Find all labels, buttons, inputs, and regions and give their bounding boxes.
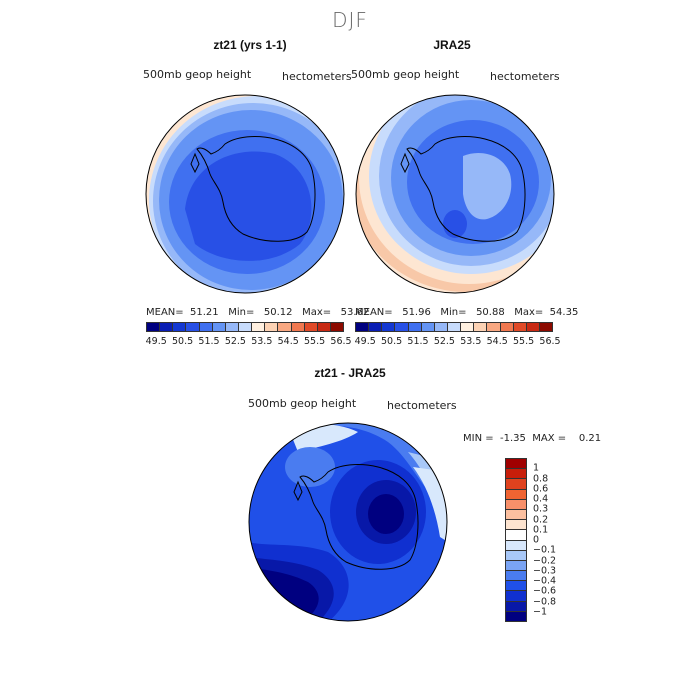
diff-colorbar-label: −0.4 (533, 575, 557, 587)
colorbar-tick-label: 52.5 (433, 336, 455, 347)
colorbar-tick-label: 54.5 (486, 336, 508, 347)
colorbar-swatch (238, 323, 253, 331)
diff-colorbar-swatch (506, 520, 526, 531)
obs-polar-map (355, 94, 555, 294)
colorbar-swatch (278, 323, 292, 331)
colorbar-swatch (421, 323, 435, 331)
model-stats-line: MEAN= 51.21 Min= 50.12 Max= 53.62 (146, 307, 370, 318)
diff-colorbar-label: −0.1 (533, 544, 557, 556)
obs-colorbar (355, 322, 553, 332)
colorbar-swatch (160, 323, 174, 331)
obs-units-label: hectometers (490, 70, 560, 83)
colorbar-swatch (317, 323, 331, 331)
diff-colorbar-label: 0.2 (533, 514, 549, 525)
diff-minmax-line: MIN = -1.35 MAX = 0.21 (463, 433, 602, 444)
colorbar-swatch (408, 323, 422, 331)
diff-colorbar-swatch (506, 560, 526, 572)
diff-colorbar-swatch (506, 581, 526, 592)
diff-units-label: hectometers (387, 399, 457, 412)
diff-colorbar (505, 458, 527, 622)
diff-colorbar-label: 1 (533, 462, 540, 474)
colorbar-swatch (225, 323, 239, 331)
obs-stats-line: MEAN= 51.96 Min= 50.88 Max= 54.35 (355, 307, 579, 318)
colorbar-tick-label: 54.5 (277, 336, 299, 347)
model-variable-label: 500mb geop height (143, 68, 252, 81)
colorbar-swatch (500, 323, 514, 331)
diff-colorbar-swatch (506, 540, 526, 551)
colorbar-tick-label: 51.5 (407, 336, 429, 347)
colorbar-tick-label: 50.5 (172, 336, 194, 347)
figure-title: DJF (332, 8, 368, 32)
diff-colorbar-label: 0.8 (533, 473, 549, 484)
model-panel-title: zt21 (yrs 1-1) (213, 38, 287, 52)
diff-colorbar-swatch (506, 469, 526, 480)
colorbar-swatch (147, 323, 161, 331)
diff-colorbar-label: −0.8 (533, 596, 557, 607)
colorbar-tick-label: 49.5 (354, 336, 376, 347)
colorbar-swatch (526, 323, 540, 331)
colorbar-tick-label: 50.5 (381, 336, 403, 347)
colorbar-swatch (461, 323, 475, 331)
colorbar-swatch (252, 323, 266, 331)
colorbar-tick-label: 49.5 (145, 336, 167, 347)
diff-colorbar-swatch (506, 611, 526, 621)
obs-panel-title: JRA25 (433, 38, 471, 52)
colorbar-swatch (487, 323, 501, 331)
obs-variable-label: 500mb geop height (351, 68, 460, 81)
diff-panel-title: zt21 - JRA25 (314, 366, 386, 380)
diff-colorbar-swatch (506, 489, 526, 500)
diff-colorbar-swatch (506, 459, 526, 470)
colorbar-tick-label: 53.5 (460, 336, 482, 347)
diff-colorbar-swatch (506, 601, 526, 612)
antarctica-coastline (190, 136, 316, 242)
diff-colorbar-label: 0.6 (533, 483, 549, 495)
colorbar-swatch (382, 323, 396, 331)
colorbar-swatch (330, 323, 344, 331)
diff-colorbar-swatch (506, 509, 526, 521)
colorbar-tick-label: 55.5 (304, 336, 326, 347)
diff-colorbar-label: 0.1 (533, 524, 549, 536)
diff-colorbar-swatch (506, 591, 526, 602)
diff-polar-map (248, 422, 448, 622)
colorbar-swatch (199, 323, 213, 331)
colorbar-swatch (369, 323, 383, 331)
diff-colorbar-swatch (506, 571, 526, 582)
diff-colorbar-swatch (506, 550, 526, 561)
colorbar-swatch (212, 323, 226, 331)
colorbar-tick-label: 56.5 (539, 336, 561, 347)
model-colorbar (146, 322, 344, 332)
colorbar-swatch (434, 323, 448, 331)
colorbar-swatch (474, 323, 488, 331)
diff-colorbar-label: −0.3 (533, 565, 557, 577)
colorbar-swatch (186, 323, 200, 331)
colorbar-swatch (291, 323, 305, 331)
diff-colorbar-label: 0 (533, 534, 540, 546)
colorbar-tick-label: 53.5 (251, 336, 273, 347)
colorbar-tick-label: 52.5 (224, 336, 246, 347)
colorbar-swatch (395, 323, 409, 331)
diff-colorbar-swatch (506, 499, 526, 510)
diff-colorbar-swatch (506, 530, 526, 541)
colorbar-swatch (265, 323, 279, 331)
diff-colorbar-label: −1 (533, 606, 548, 618)
colorbar-swatch (447, 323, 462, 331)
colorbar-tick-label: 56.5 (330, 336, 352, 347)
colorbar-tick-label: 51.5 (198, 336, 220, 347)
colorbar-swatch (173, 323, 187, 331)
diff-colorbar-label: −0.6 (533, 585, 557, 597)
colorbar-swatch (356, 323, 370, 331)
model-polar-map (145, 94, 345, 294)
colorbar-swatch (304, 323, 318, 331)
colorbar-swatch (539, 323, 553, 331)
diff-colorbar-label: 0.3 (533, 503, 549, 515)
colorbar-swatch (513, 323, 527, 331)
diff-variable-label: 500mb geop height (248, 397, 357, 410)
diff-colorbar-label: −0.2 (533, 555, 557, 566)
colorbar-tick-label: 55.5 (513, 336, 535, 347)
diff-colorbar-label: 0.4 (533, 493, 549, 505)
diff-colorbar-swatch (506, 479, 526, 490)
model-units-label: hectometers (282, 70, 352, 83)
